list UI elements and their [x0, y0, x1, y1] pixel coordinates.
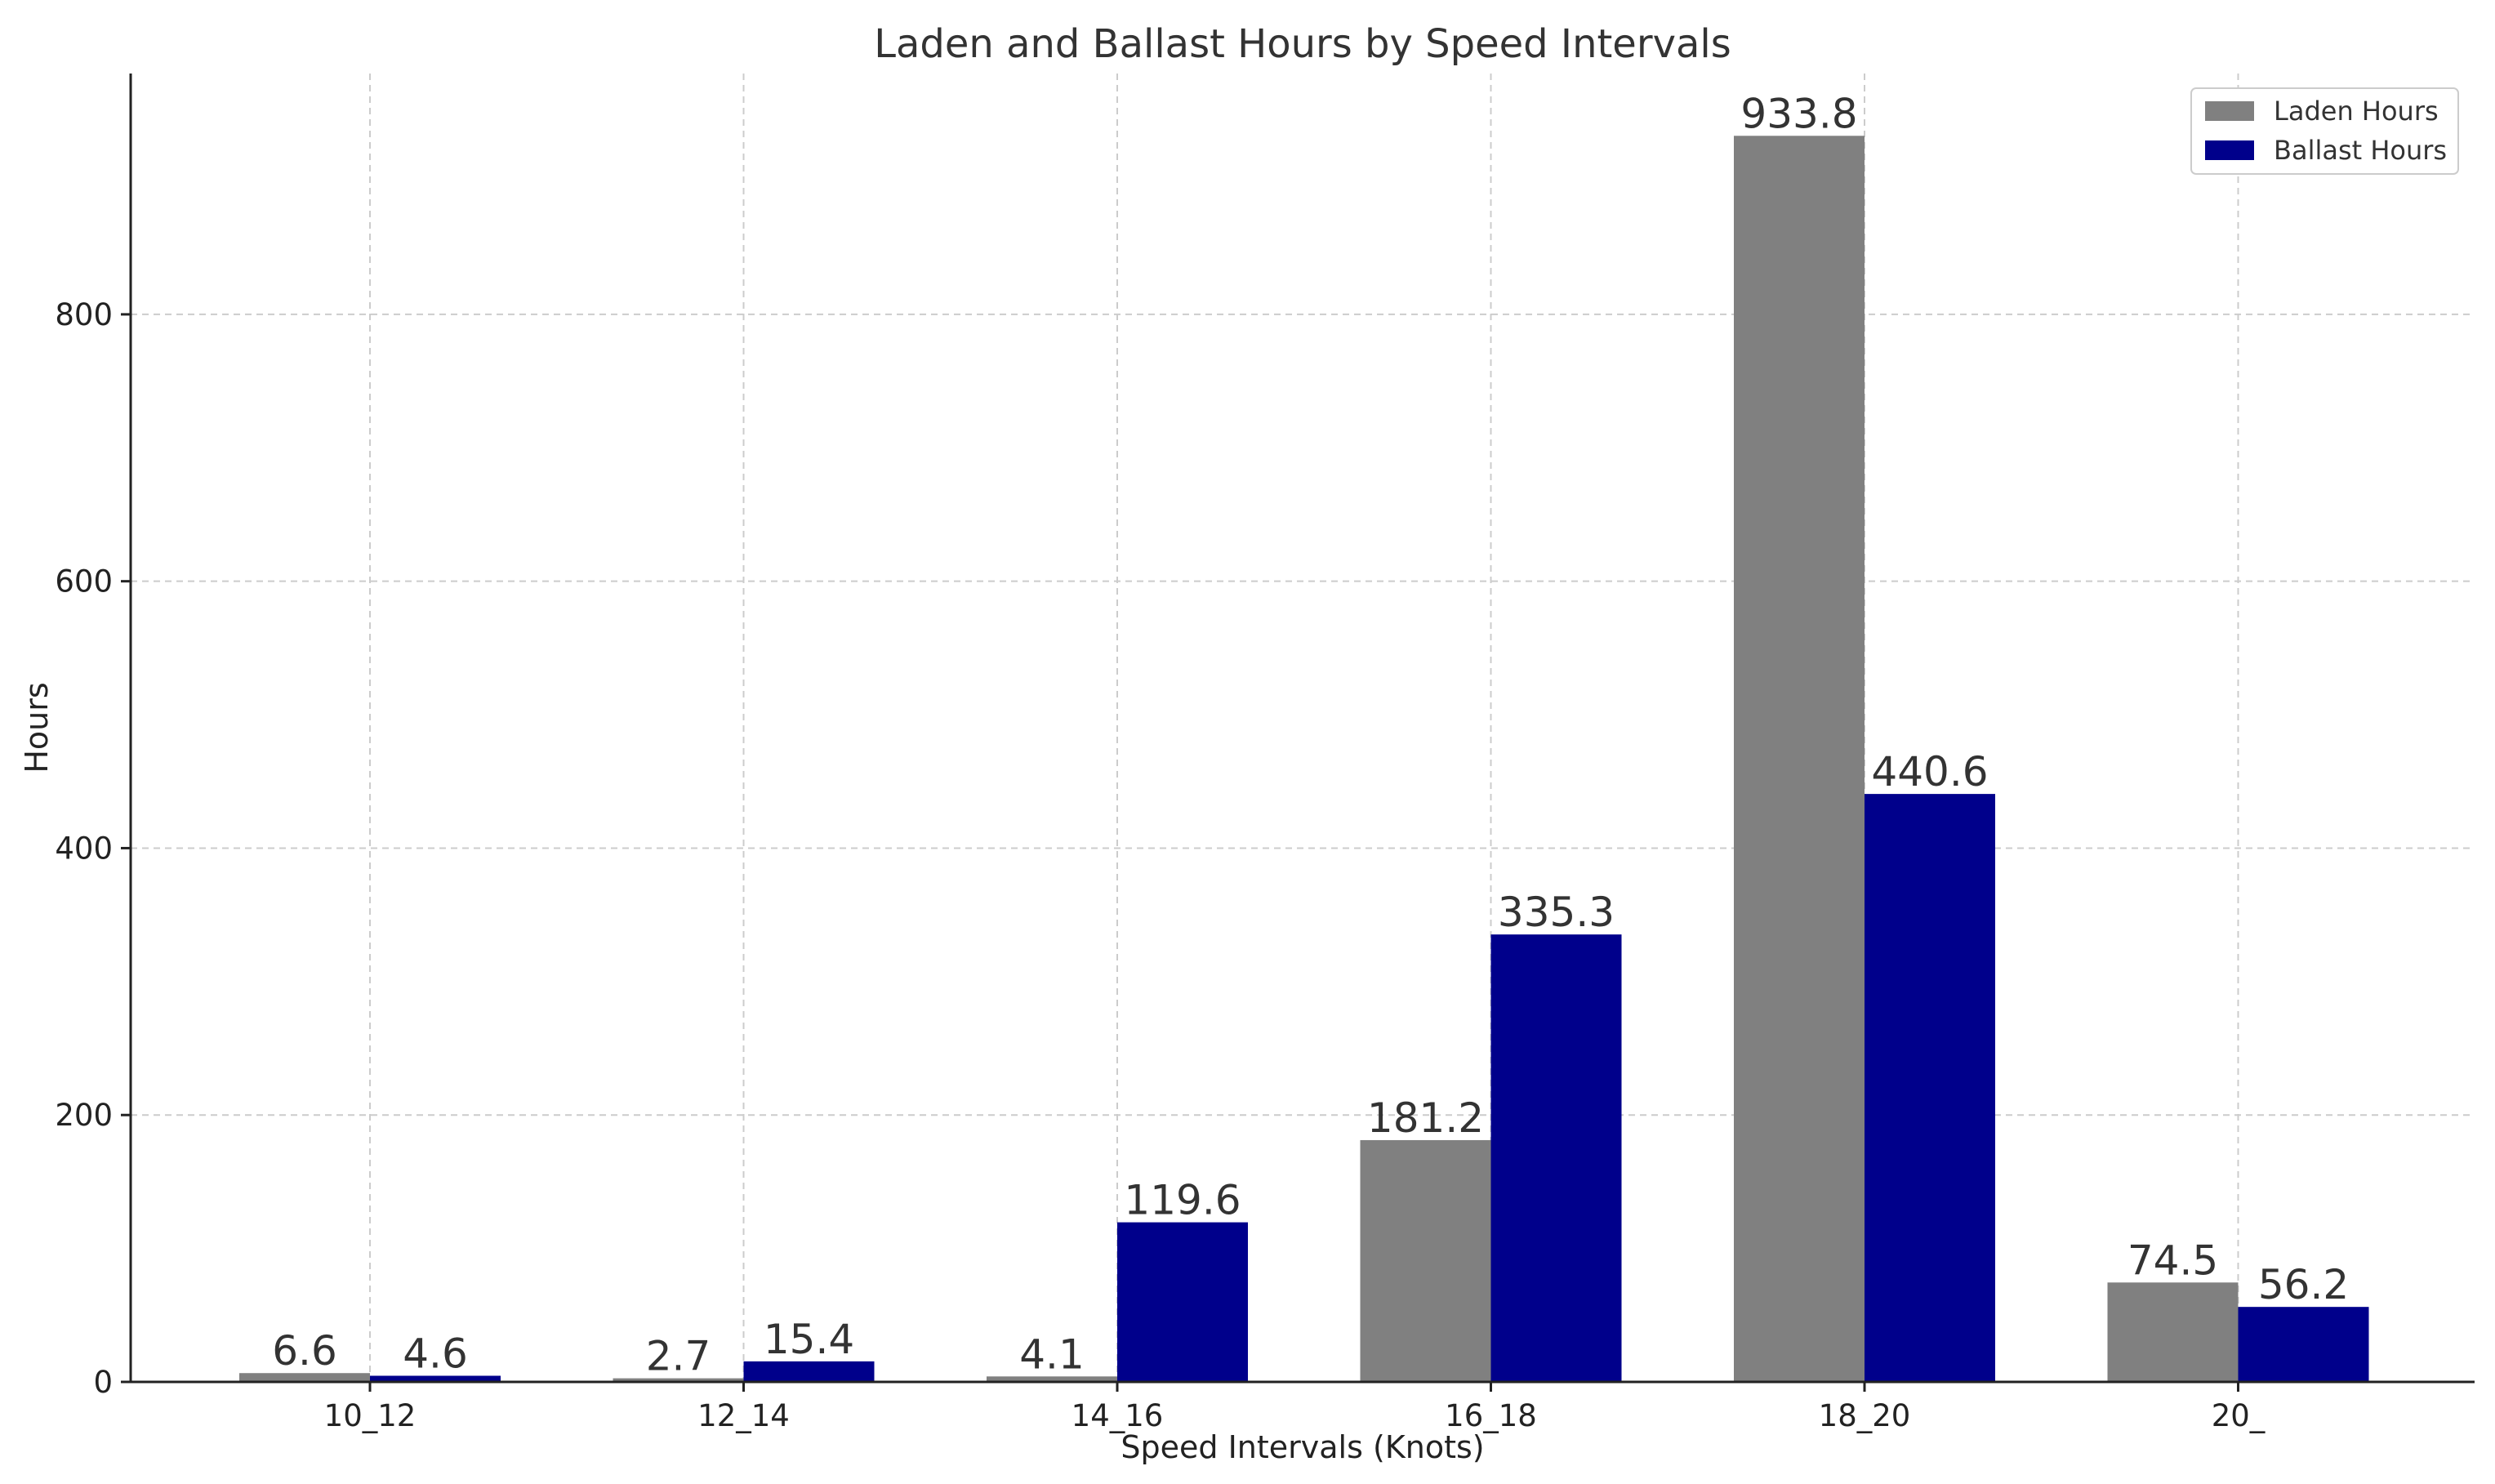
x-tick-label: 14_16: [1072, 1398, 1164, 1433]
legend-swatch-laden: [2205, 101, 2254, 121]
bar-value-label: 933.8: [1740, 90, 1857, 137]
y-tick-label: 400: [55, 831, 113, 866]
bar-value-label: 15.4: [764, 1316, 854, 1363]
x-axis-label: Speed Intervals (Knots): [1121, 1429, 1484, 1465]
x-tick-label: 10_12: [324, 1398, 417, 1433]
bar-ballast: [1490, 934, 1622, 1382]
bar-value-label: 119.6: [1124, 1177, 1241, 1224]
y-tick-label: 600: [55, 564, 113, 599]
bar-ballast: [1865, 794, 1995, 1382]
legend-swatch-ballast: [2205, 140, 2254, 160]
bar-laden: [613, 1378, 744, 1382]
legend-box: [2190, 87, 2459, 175]
axes: [129, 74, 2475, 1384]
axis-ticks: 0 200 400 600 800 10_12 12_14 14_16 16_18 18_20 20…: [55, 297, 2265, 1433]
bar-value-label: 335.3: [1498, 889, 1615, 936]
bar-laden: [1360, 1139, 1491, 1382]
y-axis-label: Hours: [19, 682, 55, 773]
bars: [239, 136, 2369, 1382]
y-tick-label: 0: [93, 1365, 113, 1400]
bar-laden: [2107, 1282, 2239, 1382]
bar-value-label: 56.2: [2258, 1261, 2349, 1308]
y-tick-label: 200: [55, 1098, 113, 1133]
bar-value-label: 181.2: [1367, 1094, 1484, 1142]
bar-laden: [1734, 136, 1865, 1382]
bar-ballast: [2238, 1307, 2369, 1382]
x-tick-label: 20_: [2212, 1398, 2266, 1433]
legend-label-laden: Laden Hours: [2274, 96, 2439, 127]
bar-value-label: 4.1: [1019, 1330, 1085, 1378]
y-tick-label: 800: [55, 297, 113, 332]
bar-ballast: [370, 1375, 501, 1382]
bar-laden: [987, 1376, 1117, 1382]
x-tick-label: 18_20: [1819, 1398, 1911, 1433]
chart-title: Laden and Ballast Hours by Speed Interva…: [874, 21, 1731, 67]
bar-value-label: 4.6: [403, 1330, 468, 1377]
bar-value-label: 6.6: [272, 1327, 337, 1375]
legend: Laden Hours Ballast Hours: [2190, 87, 2459, 175]
x-tick-label: 12_14: [697, 1398, 790, 1433]
bar-value-labels: 6.6 2.7 4.1 181.2 933.8 74.5 4.6 15.4 119.6 335.3…: [272, 90, 2349, 1379]
legend-label-ballast: Ballast Hours: [2274, 135, 2447, 166]
bar-value-label: 440.6: [1871, 748, 1988, 795]
bar-value-label: 74.5: [2127, 1237, 2218, 1284]
x-tick-label: 16_18: [1445, 1398, 1537, 1433]
bar-value-label: 2.7: [646, 1333, 711, 1380]
bar-laden: [239, 1373, 370, 1382]
bar-ballast: [1117, 1222, 1248, 1382]
bar-ballast: [743, 1361, 875, 1382]
